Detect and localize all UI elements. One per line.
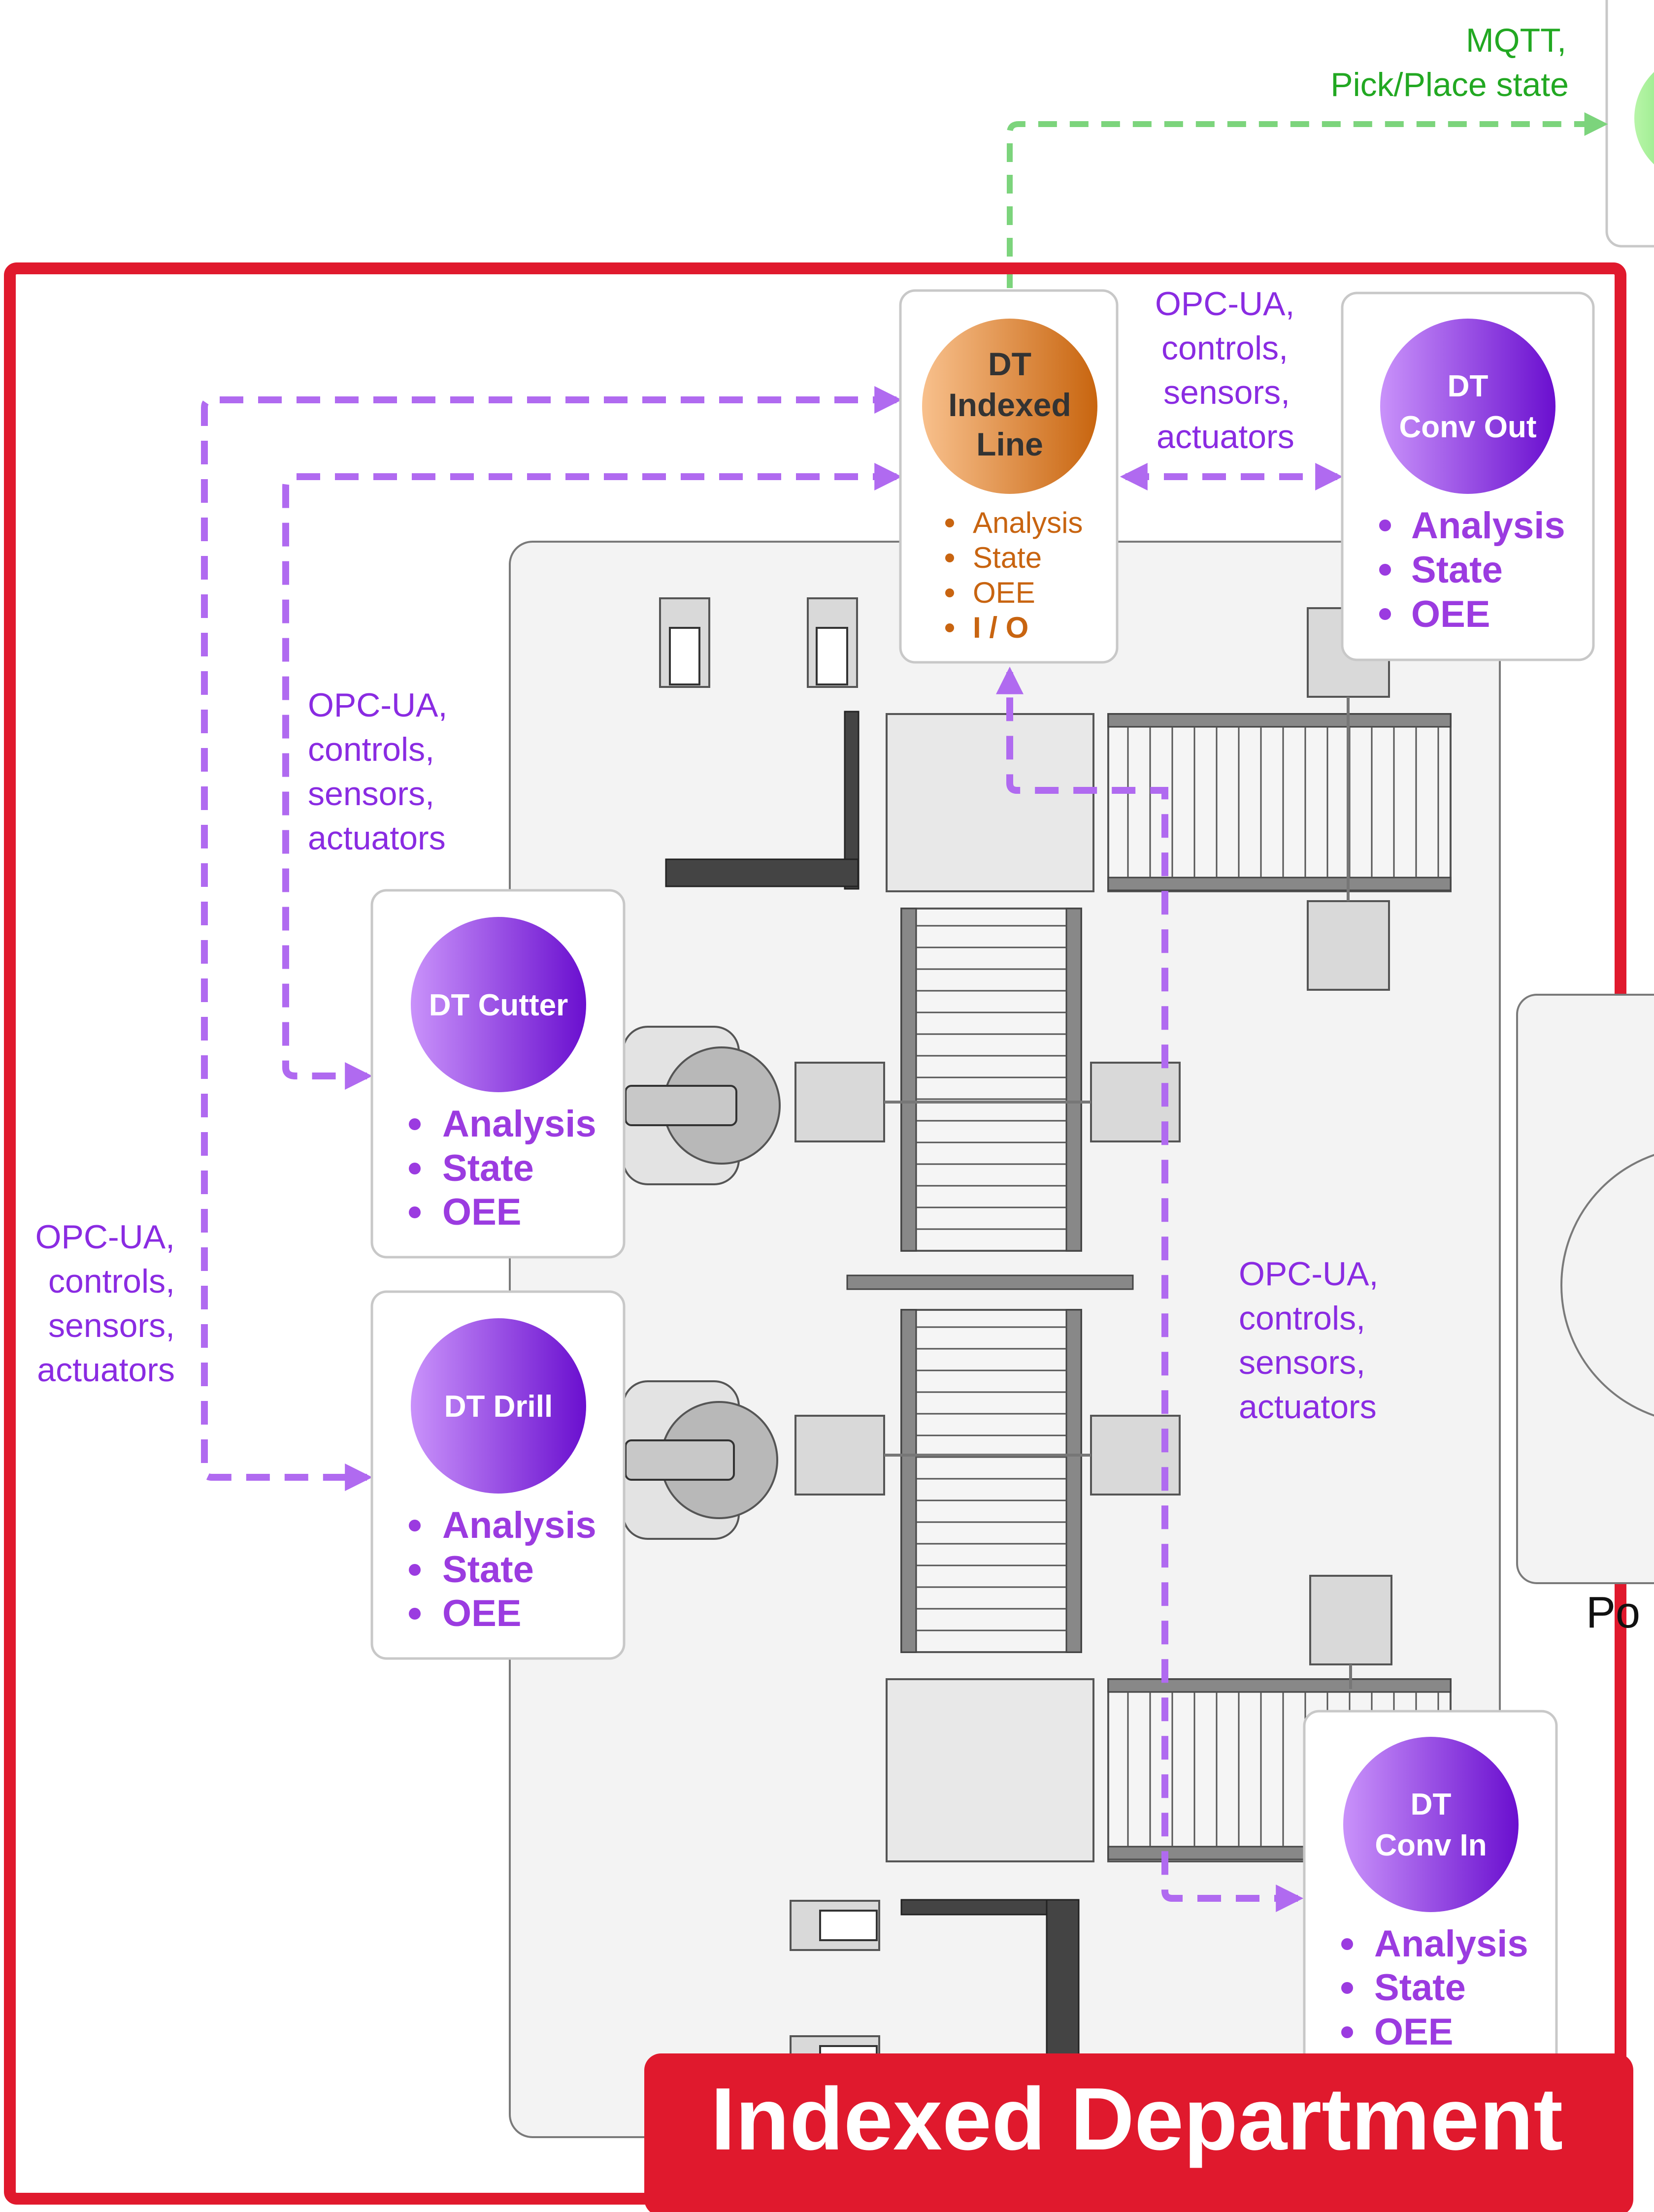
dt-conv-out-item-analysis: Analysis xyxy=(1411,505,1565,547)
dt-drill-circle xyxy=(411,1318,586,1494)
dt-indexed-line-title-3: Line xyxy=(976,426,1043,462)
dt-conv-out-circle xyxy=(1380,319,1555,494)
sensor-housing-1 xyxy=(659,597,710,688)
opcua-c-line1: OPC-UA, xyxy=(1239,1255,1378,1293)
dt-indexed-line-item-oee: OEE xyxy=(973,576,1035,609)
opcua-label-center: OPC-UA, controls, sensors, actuators xyxy=(1239,1255,1378,1426)
dt-conv-out-card[interactable]: DT Conv Out Analysis State OEE xyxy=(1341,292,1595,661)
opcua-lu-line4: actuators xyxy=(308,819,446,857)
dt-cutter-item-oee: OEE xyxy=(442,1191,522,1233)
opcua-ll-line1: OPC-UA, xyxy=(35,1218,175,1256)
dt-indexed-line-title-1: DT xyxy=(988,346,1031,382)
conv-out-sensor-bottom xyxy=(1307,900,1390,991)
department-banner: Indexed Department xyxy=(644,2053,1633,2212)
mqtt-label-line2: Pick/Place state xyxy=(1330,66,1569,103)
mqtt-label: MQTT, Pick/Place state xyxy=(1330,22,1569,103)
opcua-c-line4: actuators xyxy=(1239,1388,1377,1426)
dt-cutter-card[interactable]: DT Cutter Analysis State OEE xyxy=(370,889,626,1259)
right-partial-label: Po xyxy=(1586,1588,1640,1637)
opcua-top-line2: controls, xyxy=(1161,329,1288,367)
dt-drill-item-analysis: Analysis xyxy=(442,1504,596,1546)
connector-conv-in-to-indexed xyxy=(996,666,1304,1912)
mqtt-target-card xyxy=(1605,0,1654,248)
opcua-label-left-lower: OPC-UA, controls, sensors, actuators xyxy=(35,1218,175,1389)
dt-indexed-line-circle xyxy=(922,319,1097,494)
drill-side-block-left xyxy=(794,1415,885,1496)
right-partial-panel xyxy=(1516,994,1654,1584)
dt-indexed-line-title-2: Indexed xyxy=(948,387,1071,423)
separator-bar xyxy=(846,1274,1134,1290)
cutter-side-block-left xyxy=(794,1062,885,1142)
dt-drill-card[interactable]: DT Drill Analysis State OEE xyxy=(370,1290,626,1660)
dt-indexed-line-item-analysis: Analysis xyxy=(973,506,1083,539)
conv-in-sensor-top xyxy=(1309,1575,1392,1665)
opcua-lu-line1: OPC-UA, xyxy=(308,686,447,724)
opcua-label-top: OPC-UA, controls, sensors, actuators xyxy=(1155,285,1294,455)
dt-cutter-circle xyxy=(411,917,586,1092)
dt-conv-out-title-2: Conv Out xyxy=(1399,410,1537,444)
mqtt-target-circle xyxy=(1634,72,1654,164)
dt-conv-out-item-state: State xyxy=(1411,549,1503,591)
opcua-ll-line3: sensors, xyxy=(48,1307,175,1344)
dt-cutter-title: DT Cutter xyxy=(429,988,568,1022)
sensor-housing-2 xyxy=(807,597,858,688)
conveyor-drill xyxy=(900,1309,1082,1653)
connector-indexed-to-cutter xyxy=(282,463,902,1090)
dt-indexed-line-items: Analysis State OEE I / O xyxy=(945,506,1083,644)
dt-cutter-item-analysis: Analysis xyxy=(442,1103,596,1145)
dt-conv-in-card[interactable]: DT Conv In Analysis State OEE xyxy=(1303,1710,1558,2080)
conveyor-out xyxy=(1107,713,1452,892)
opcua-top-line3: sensors, xyxy=(1163,374,1290,411)
station-platform-bottom xyxy=(886,1678,1094,1862)
opcua-ll-line4: actuators xyxy=(37,1351,175,1389)
station-platform-top xyxy=(886,713,1094,892)
conveyor-cutter xyxy=(900,908,1082,1252)
mqtt-label-line1: MQTT, xyxy=(1466,22,1566,59)
dt-drill-item-oee: OEE xyxy=(442,1593,522,1634)
mqtt-connector xyxy=(1007,112,1608,288)
dt-conv-in-item-state: State xyxy=(1374,1967,1466,2009)
dt-conv-in-title-1: DT xyxy=(1411,1788,1452,1822)
dt-conv-in-title-2: Conv In xyxy=(1375,1828,1487,1862)
dt-indexed-line-card[interactable]: DT Indexed Line Analysis State OEE I / O xyxy=(899,289,1119,664)
dt-drill-title: DT Drill xyxy=(444,1390,553,1424)
opcua-lu-line3: sensors, xyxy=(308,775,434,813)
connector-indexed-to-drill xyxy=(201,386,902,1491)
dt-conv-out-item-oee: OEE xyxy=(1411,593,1490,635)
bracket-top-horizontal xyxy=(665,858,859,887)
opcua-top-line1: OPC-UA, xyxy=(1155,285,1294,323)
department-title: Indexed Department xyxy=(711,2070,1563,2169)
opcua-top-line4: actuators xyxy=(1157,418,1294,455)
opcua-ll-line2: controls, xyxy=(48,1263,175,1300)
dt-indexed-line-item-state: State xyxy=(973,541,1042,574)
sensor-housing-3 xyxy=(790,1900,880,1951)
dt-cutter-item-state: State xyxy=(442,1147,534,1189)
dt-drill-item-state: State xyxy=(442,1549,534,1591)
opcua-label-left-upper: OPC-UA, controls, sensors, actuators xyxy=(308,686,447,857)
dt-conv-in-item-analysis: Analysis xyxy=(1374,1923,1528,1965)
dt-conv-in-circle xyxy=(1343,1737,1519,1912)
opcua-c-line3: sensors, xyxy=(1239,1344,1365,1381)
dt-conv-out-title-1: DT xyxy=(1448,369,1489,403)
dt-indexed-line-item-io: I / O xyxy=(973,611,1028,644)
opcua-c-line2: controls, xyxy=(1239,1300,1365,1337)
dt-conv-in-item-oee: OEE xyxy=(1374,2011,1454,2053)
opcua-lu-line2: controls, xyxy=(308,731,434,768)
